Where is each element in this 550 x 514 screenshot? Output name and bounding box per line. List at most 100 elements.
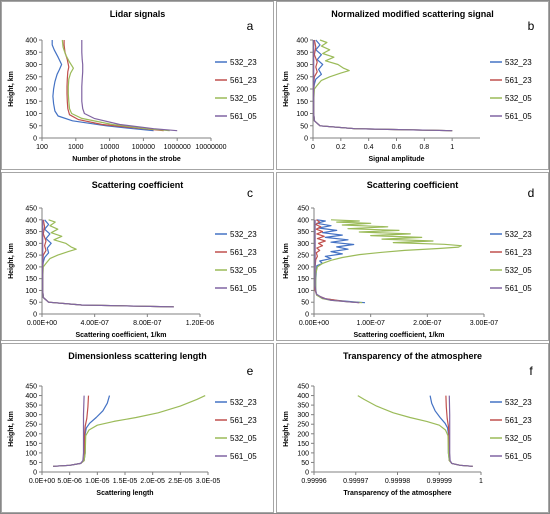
- y-tick-label: 250: [25, 422, 37, 429]
- series-line-561_23: [313, 39, 453, 132]
- series-line-532_23: [429, 395, 473, 467]
- legend-label-561_05: 561_05: [505, 284, 532, 293]
- y-tick-label: 150: [25, 441, 37, 448]
- y-tick-label: 450: [297, 206, 309, 213]
- series-line-561_05: [53, 395, 85, 467]
- chart-panel-a: Lidar signals a 0 50 100 150 200 250 300 350 400 10…: [1, 1, 274, 170]
- y-tick-label: 0: [33, 470, 37, 477]
- x-tick-label: 0.99997: [343, 478, 368, 485]
- series-line-561_05: [313, 40, 453, 132]
- x-tick-label: 8.00E-07: [133, 320, 162, 327]
- series-line-561_05: [81, 40, 178, 132]
- chart-panel-e: Dimensionless scattering length e 0 50 100 15…: [1, 343, 274, 513]
- y-tick-label: 400: [25, 38, 37, 45]
- y-tick-label: 200: [25, 87, 37, 94]
- x-tick-label: 2.00E-07: [413, 320, 442, 327]
- legend-label-561_23: 561_23: [505, 248, 532, 257]
- x-tick-label: 1.20E-06: [186, 320, 215, 327]
- panel-letter: f: [529, 364, 533, 378]
- x-tick-label: 10000000: [195, 144, 226, 151]
- panel-border: [1, 1, 274, 170]
- legend-label-532_23: 532_23: [505, 230, 532, 239]
- y-tick-label: 0: [33, 136, 37, 143]
- x-tick-label: 0.8: [419, 144, 429, 151]
- series-line-561_05: [448, 395, 473, 467]
- series-line-532_05: [313, 39, 453, 132]
- y-tick-label: 0: [305, 312, 309, 319]
- legend-label-561_23: 561_23: [505, 76, 532, 85]
- x-tick-label: 1000000: [164, 144, 191, 151]
- y-tick-label: 200: [25, 264, 37, 271]
- y-tick-label: 250: [296, 74, 308, 81]
- y-tick-label: 100: [25, 111, 37, 118]
- legend-label-561_05: 561_05: [505, 452, 532, 461]
- y-tick-label: 50: [29, 123, 37, 130]
- legend-label-561_23: 561_23: [230, 416, 257, 425]
- legend-label-532_23: 532_23: [230, 230, 257, 239]
- y-tick-label: 100: [297, 450, 309, 457]
- x-tick-label: 2.0E-05: [140, 478, 165, 485]
- y-tick-label: 200: [297, 264, 309, 271]
- y-tick-label: 450: [25, 206, 37, 213]
- y-tick-label: 250: [297, 253, 309, 260]
- y-axis-label: Height, km: [8, 243, 15, 279]
- y-tick-label: 50: [300, 123, 308, 130]
- y-tick-label: 150: [297, 441, 309, 448]
- legend-label-532_23: 532_23: [505, 58, 532, 67]
- y-tick-label: 350: [25, 50, 37, 57]
- legend-label-532_23: 532_23: [230, 58, 257, 67]
- y-tick-label: 300: [297, 241, 309, 248]
- panel-letter: e: [247, 364, 254, 378]
- y-tick-label: 250: [297, 422, 309, 429]
- y-tick-label: 200: [297, 431, 309, 438]
- y-tick-label: 0: [304, 136, 308, 143]
- legend-label-561_05: 561_05: [230, 112, 257, 121]
- y-tick-label: 450: [25, 384, 37, 391]
- y-tick-label: 350: [25, 229, 37, 236]
- y-axis-label: Height, km: [283, 71, 290, 107]
- y-tick-label: 400: [297, 393, 309, 400]
- chart-title: Transparency of the atmosphere: [343, 351, 482, 361]
- y-tick-label: 350: [25, 403, 37, 410]
- legend-label-561_23: 561_23: [230, 76, 257, 85]
- y-tick-label: 100: [25, 450, 37, 457]
- panel-border: [1, 172, 274, 341]
- x-tick-label: 4.00E-07: [80, 320, 109, 327]
- series-line-532_05: [357, 395, 473, 467]
- y-axis-label: Height, km: [8, 71, 15, 107]
- y-tick-label: 300: [25, 412, 37, 419]
- y-tick-label: 300: [297, 412, 309, 419]
- y-axis-label: Height, km: [283, 411, 290, 447]
- x-axis-label: Scattering coefficient, 1/km: [353, 332, 444, 339]
- series-line-532_05: [61, 39, 170, 132]
- panel-border: [276, 172, 549, 341]
- y-tick-label: 100: [297, 288, 309, 295]
- x-tick-label: 1: [479, 478, 483, 485]
- y-tick-label: 50: [29, 300, 37, 307]
- series-line-561_05: [42, 219, 174, 308]
- chart-title: Normalized modified scattering signal: [331, 9, 494, 19]
- series-line-561_23: [314, 219, 360, 304]
- x-tick-label: 100000: [132, 144, 155, 151]
- x-tick-label: 1: [450, 144, 454, 151]
- y-tick-label: 150: [25, 99, 37, 106]
- y-axis-label: Height, km: [283, 243, 290, 279]
- x-tick-label: 1.5E-05: [113, 478, 138, 485]
- y-tick-label: 350: [296, 50, 308, 57]
- chart-panel-b: Normalized modified scattering signal b 0 5…: [276, 1, 549, 170]
- chart-title: Dimensionless scattering length: [68, 351, 207, 361]
- legend-label-532_05: 532_05: [505, 434, 532, 443]
- x-tick-label: 0.00E+00: [299, 320, 329, 327]
- chart-title: Scattering coefficient: [367, 180, 459, 190]
- x-axis-label: Scattering length: [96, 490, 153, 497]
- x-tick-label: 0.6: [392, 144, 402, 151]
- panel-letter: a: [247, 19, 254, 33]
- y-tick-label: 150: [296, 99, 308, 106]
- chart-title: Lidar signals: [110, 9, 166, 19]
- x-axis-label: Scattering coefficient, 1/km: [75, 332, 166, 339]
- y-tick-label: 50: [301, 460, 309, 467]
- chart-panel-c: Scattering coefficient c 0 50 100 150 200 250 30…: [1, 172, 274, 341]
- x-tick-label: 1000: [68, 144, 84, 151]
- y-tick-label: 400: [25, 217, 37, 224]
- panel-border: [276, 343, 549, 513]
